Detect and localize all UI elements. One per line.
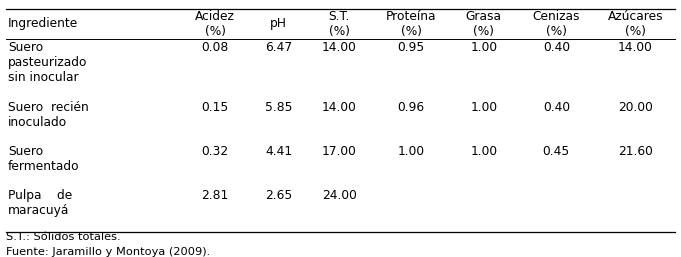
Text: 21.60: 21.60 [618, 145, 653, 158]
Text: Acidez
(%): Acidez (%) [195, 10, 235, 38]
Text: 0.40: 0.40 [543, 101, 570, 114]
Text: 6.47: 6.47 [265, 41, 292, 54]
Text: 0.96: 0.96 [398, 101, 425, 114]
Text: 2.81: 2.81 [202, 189, 229, 202]
Text: 4.41: 4.41 [265, 145, 292, 158]
Text: 0.40: 0.40 [543, 41, 570, 54]
Text: 0.08: 0.08 [202, 41, 229, 54]
Text: 0.45: 0.45 [543, 145, 570, 158]
Text: 5.85: 5.85 [265, 101, 293, 114]
Text: Fuente: Jaramillo y Montoya (2009).: Fuente: Jaramillo y Montoya (2009). [6, 247, 210, 257]
Text: Suero
pasteurizado
sin inocular: Suero pasteurizado sin inocular [8, 41, 87, 84]
Text: 14.00: 14.00 [322, 101, 357, 114]
Text: 0.95: 0.95 [398, 41, 425, 54]
Text: 2.65: 2.65 [265, 189, 292, 202]
Text: 0.15: 0.15 [202, 101, 229, 114]
Text: Grasa
(%): Grasa (%) [466, 10, 502, 38]
Text: Ingrediente: Ingrediente [8, 17, 78, 31]
Text: 1.00: 1.00 [470, 101, 497, 114]
Text: 1.00: 1.00 [470, 145, 497, 158]
Text: pH: pH [270, 17, 287, 31]
Text: 14.00: 14.00 [618, 41, 653, 54]
Text: 1.00: 1.00 [398, 145, 425, 158]
Text: Suero
fermentado: Suero fermentado [8, 145, 80, 173]
Text: Proteína
(%): Proteína (%) [386, 10, 437, 38]
Text: S.T.: Sólidos totales.: S.T.: Sólidos totales. [6, 232, 121, 242]
Text: Azúcares
(%): Azúcares (%) [607, 10, 663, 38]
Text: 17.00: 17.00 [322, 145, 357, 158]
Text: 14.00: 14.00 [322, 41, 357, 54]
Text: 24.00: 24.00 [322, 189, 357, 202]
Text: Cenizas
(%): Cenizas (%) [533, 10, 580, 38]
Text: 20.00: 20.00 [618, 101, 653, 114]
Text: Pulpa    de
maracuyá: Pulpa de maracuyá [8, 189, 72, 217]
Text: 0.32: 0.32 [202, 145, 229, 158]
Text: 1.00: 1.00 [470, 41, 497, 54]
Text: S.T.
(%): S.T. (%) [329, 10, 350, 38]
Text: Suero  recién
inoculado: Suero recién inoculado [8, 101, 89, 129]
